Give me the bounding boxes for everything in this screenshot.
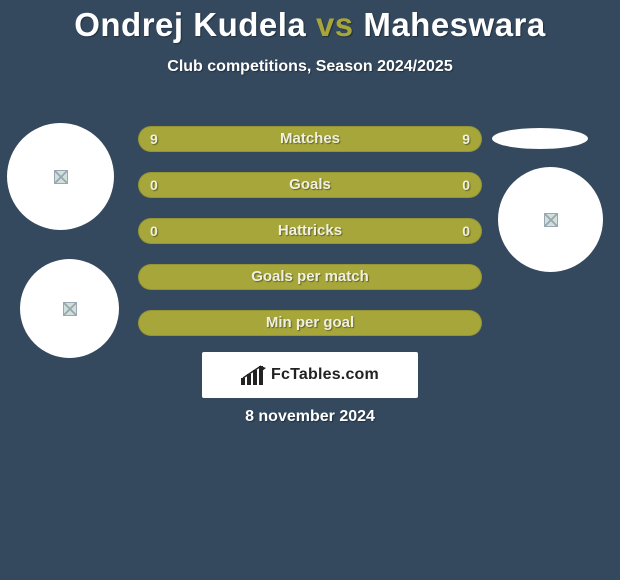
- player-photo-placeholder: [498, 167, 603, 272]
- bars-icon: [241, 365, 267, 385]
- player1-name: Ondrej Kudela: [74, 6, 306, 43]
- stat-label: Goals: [138, 172, 482, 198]
- generated-date: 8 november 2024: [0, 408, 620, 426]
- comparison-stats: 9 Matches 9 0 Goals 0 0 Hattricks 0 Goal…: [138, 126, 482, 356]
- player-photo-placeholder: [7, 123, 114, 230]
- stat-right-value: 0: [462, 172, 470, 198]
- stat-label: Hattricks: [138, 218, 482, 244]
- stat-row: Goals per match: [138, 264, 482, 290]
- stat-row: Min per goal: [138, 310, 482, 336]
- stat-label: Matches: [138, 126, 482, 152]
- watermark-text: FcTables.com: [271, 366, 379, 384]
- stat-row: 0 Hattricks 0: [138, 218, 482, 244]
- player2-name: Maheswara: [363, 6, 545, 43]
- broken-image-icon: [63, 302, 77, 316]
- watermark: FcTables.com: [202, 352, 418, 398]
- vs-word: vs: [316, 6, 354, 43]
- decorative-ellipse: [492, 128, 588, 149]
- stat-label: Min per goal: [138, 310, 482, 336]
- broken-image-icon: [54, 170, 68, 184]
- watermark-logo: FcTables.com: [241, 365, 379, 385]
- stat-label: Goals per match: [138, 264, 482, 290]
- page-title: Ondrej Kudela vs Maheswara: [0, 0, 620, 44]
- subtitle: Club competitions, Season 2024/2025: [0, 58, 620, 76]
- stat-row: 0 Goals 0: [138, 172, 482, 198]
- stat-right-value: 0: [462, 218, 470, 244]
- stat-right-value: 9: [462, 126, 470, 152]
- stat-row: 9 Matches 9: [138, 126, 482, 152]
- broken-image-icon: [544, 213, 558, 227]
- club-logo-placeholder: [20, 259, 119, 358]
